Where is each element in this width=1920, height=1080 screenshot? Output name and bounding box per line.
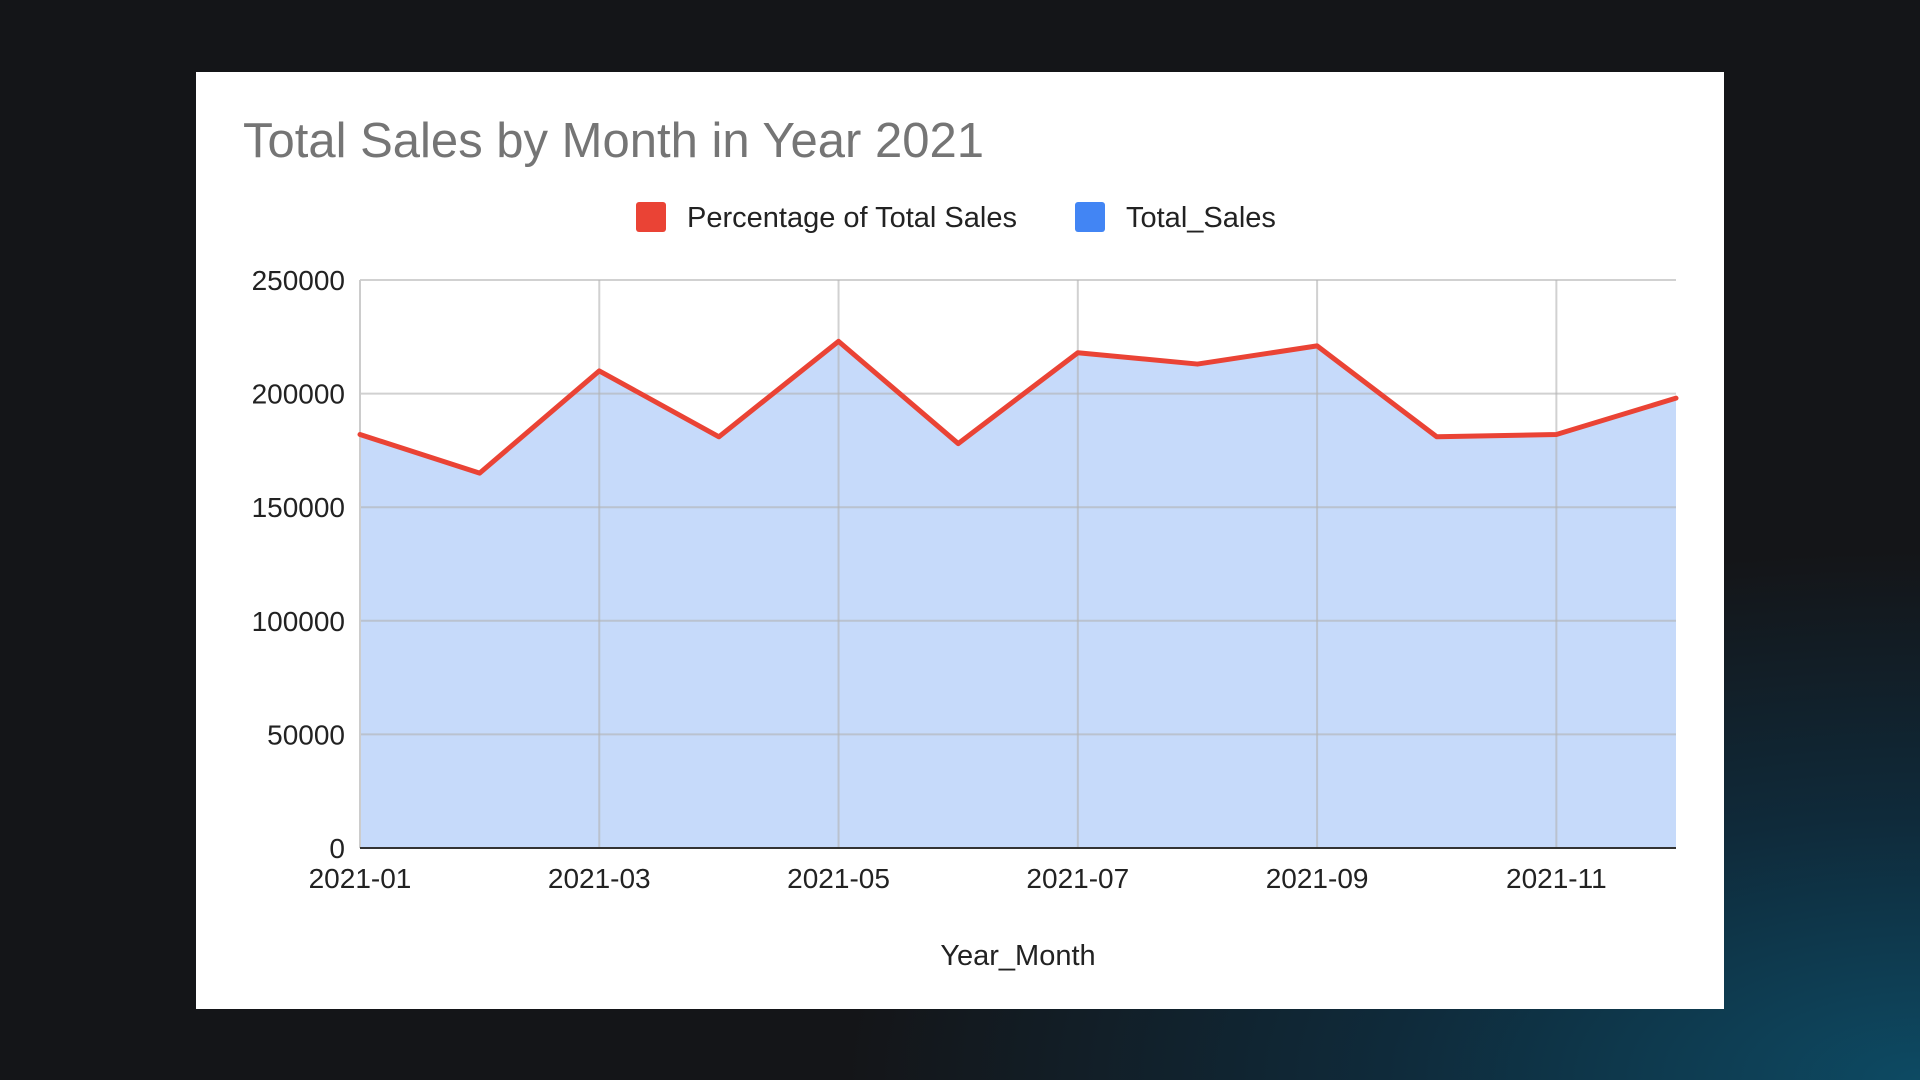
data-point <box>955 441 961 447</box>
data-point <box>1194 361 1200 367</box>
chart-card: Total Sales by Month in Year 2021 Percen… <box>196 72 1724 1009</box>
x-axis-title: Year_Month <box>940 940 1095 972</box>
chart-svg: Total Sales by Month in Year 2021 Percen… <box>243 114 1679 972</box>
x-tick-label: 2021-07 <box>1026 863 1129 894</box>
chart-title: Total Sales by Month in Year 2021 <box>243 114 984 168</box>
data-point <box>1314 343 1320 349</box>
legend-label-total-sales: Total_Sales <box>1126 202 1276 234</box>
y-tick-label: 100000 <box>252 606 345 637</box>
data-point <box>1553 431 1559 437</box>
x-tick-label: 2021-05 <box>787 863 890 894</box>
legend-swatch-total-sales <box>1075 202 1105 232</box>
legend-label-percentage: Percentage of Total Sales <box>687 202 1017 234</box>
data-point <box>1673 395 1679 401</box>
data-point <box>1434 434 1440 440</box>
x-tick-label: 2021-01 <box>309 863 412 894</box>
legend-swatch-percentage <box>636 202 666 232</box>
data-point <box>1075 350 1081 356</box>
data-point <box>477 470 483 476</box>
y-tick-label: 250000 <box>252 265 345 296</box>
data-point <box>836 338 842 344</box>
area-total-sales <box>360 341 1676 848</box>
x-tick-label: 2021-09 <box>1266 863 1369 894</box>
legend: Percentage of Total Sales Total_Sales <box>636 202 1276 234</box>
y-tick-label: 150000 <box>252 492 345 523</box>
y-tick-label: 50000 <box>267 719 345 750</box>
x-tick-label: 2021-11 <box>1506 863 1607 894</box>
line-percentage-of-total-sales <box>357 338 1679 476</box>
plot-area: 0 50000 100000 150000 200000 250000 2021-01 202… <box>252 265 1679 894</box>
y-tick-label: 200000 <box>252 379 345 410</box>
x-tick-label: 2021-03 <box>548 863 651 894</box>
data-point <box>357 431 363 437</box>
data-point <box>716 434 722 440</box>
y-tick-label: 0 <box>329 833 345 864</box>
data-point <box>596 368 602 374</box>
